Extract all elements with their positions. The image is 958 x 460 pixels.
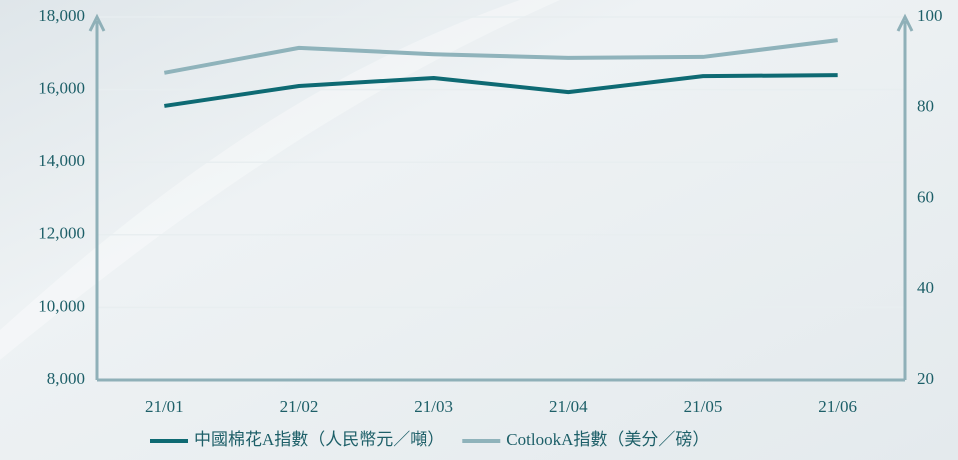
series-line <box>163 38 838 75</box>
axis-arrow <box>896 13 914 32</box>
y2-tick-label: 60 <box>917 187 934 206</box>
legend-label: 中國棉花A指數（人民幣元／噸） <box>194 430 444 449</box>
y-tick-label: 16,000 <box>38 79 85 98</box>
y2-tick-label: 20 <box>917 369 934 388</box>
x-tick-label: 21/01 <box>145 397 184 416</box>
y-tick-label: 8,000 <box>47 369 85 388</box>
y2-tick-label: 80 <box>917 97 934 116</box>
y2-tick-label: 40 <box>917 278 934 297</box>
x-tick-label: 21/02 <box>280 397 319 416</box>
legend-label: CotlookA指數（美分／磅） <box>506 430 709 449</box>
y-tick-label: 18,000 <box>38 6 85 25</box>
y-tick-label: 14,000 <box>38 151 85 170</box>
axis-arrow <box>88 13 106 32</box>
x-tick-label: 21/05 <box>684 397 723 416</box>
x-tick-label: 21/06 <box>818 397 857 416</box>
x-tick-label: 21/03 <box>414 397 453 416</box>
series-line <box>164 73 838 108</box>
x-tick-label: 21/04 <box>549 397 588 416</box>
y2-tick-label: 100 <box>917 6 943 25</box>
y-tick-label: 10,000 <box>38 296 85 315</box>
y-tick-label: 12,000 <box>38 224 85 243</box>
